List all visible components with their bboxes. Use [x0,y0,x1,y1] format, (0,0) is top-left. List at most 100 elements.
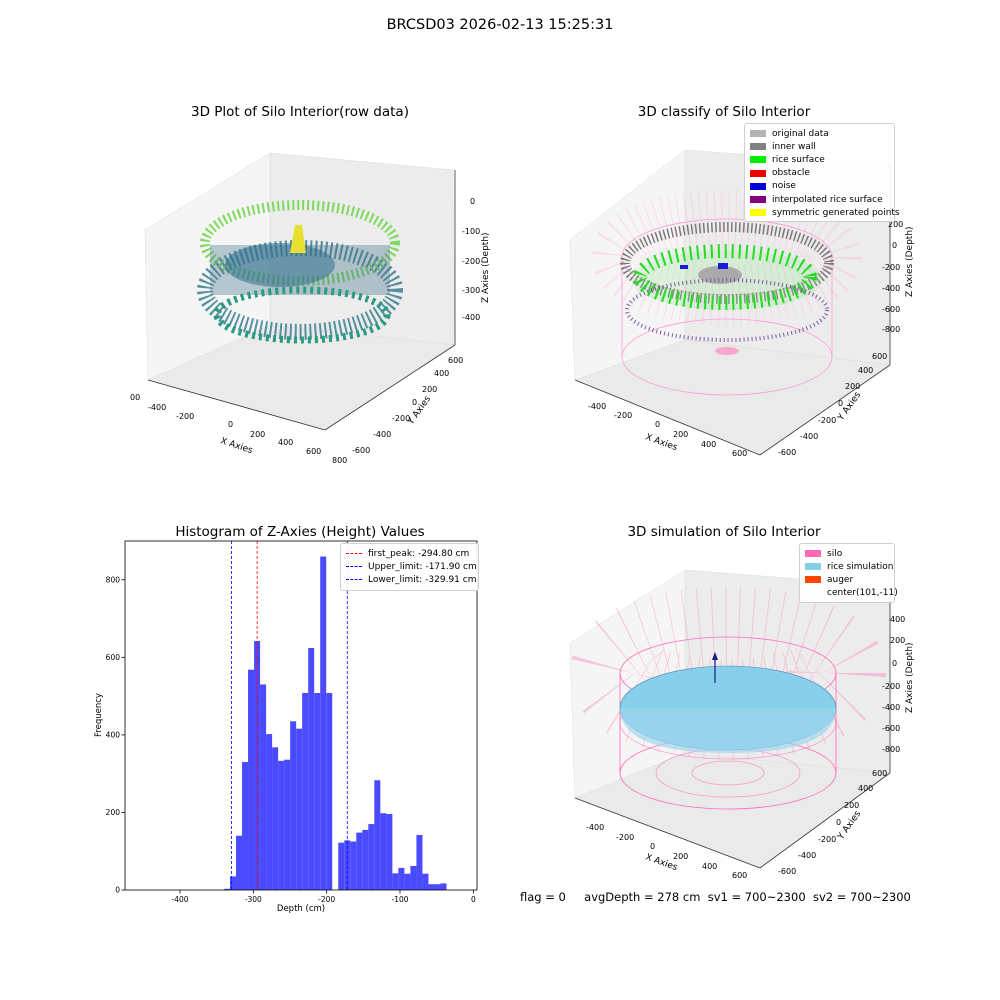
classify-y-tick: -400 [800,432,818,441]
raw-x-tick: -400 [148,403,166,412]
simulation-z-tick: -800 [882,745,900,754]
simulation-z-tick: 0 [892,659,897,668]
raw-y-tick: 200 [422,385,437,394]
histogram-x-label: Depth (cm) [277,904,325,914]
legend-swatch [805,590,821,597]
status-flag: flag = 0 [520,890,566,904]
histogram-bar [344,840,351,890]
x-tick-label: -300 [245,895,262,904]
classify-legend: original data inner wall rice surface ob… [744,123,900,223]
classify-x-tick: 0 [655,420,660,429]
simulation-y-tick: 0 [836,818,841,827]
simulation-y-tick: -200 [818,835,836,844]
histogram-bars [224,556,447,890]
status-sv1: sv1 = 700~2300 [707,890,806,904]
raw-y-tick: -200 [392,414,410,423]
histogram-bar [398,867,405,890]
raw-x-tick: 0 [228,420,233,429]
histogram-bar [284,759,291,890]
classify-y-tick: 0 [838,399,843,408]
raw-y-tick: -400 [373,430,391,439]
simulation-z-tick: 200 [890,636,905,645]
histogram-bar [326,693,333,890]
classify-z-tick: -200 [882,263,900,272]
y-tick-label: 0 [115,886,120,895]
y-tick-label: 400 [106,730,121,739]
legend-swatch [750,196,766,204]
histogram-bar [278,760,285,890]
classify-x-tick: -400 [588,402,606,411]
raw-point-cloud [197,200,403,344]
histogram-bar [434,884,441,890]
x-tick-label: -100 [391,895,408,904]
legend-swatch [805,563,821,571]
simulation-z-tick: 400 [890,615,905,624]
simulation-3d-plot: -400 -200 0 200 400 600 X Axies -600 -40… [569,569,915,878]
histogram-y-ticks: 0 200 400 600 800 [106,575,125,895]
simulation-auger [712,652,718,683]
simulation-z-label: Z Axies (Depth) [905,642,915,713]
simulation-x-tick: 200 [673,852,688,861]
classify-z-label: Z Axies (Depth) [905,226,915,297]
histogram-bar [356,832,363,890]
histogram-bar [440,883,447,890]
raw-x-tick: 800 [332,456,347,465]
legend-item: auger [805,573,889,586]
legend-item: interpolated rice surface [750,193,889,206]
raw-y-tick: 0 [412,398,417,407]
legend-item: Upper_limit: -171.90 cm [346,560,477,573]
histogram-bar [308,648,315,890]
simulation-x-tick: 0 [650,842,655,851]
raw-x-tick: -200 [176,412,194,421]
histogram-bar [362,829,369,890]
legend-label: obstacle [772,168,810,179]
simulation-z-tick: -400 [882,703,900,712]
legend-label: interpolated rice surface [772,194,883,205]
classify-x-tick: 400 [701,440,716,449]
legend-item: noise [750,180,889,193]
status-line: flag = 0 avgDepth = 278 cm sv1 = 700~230… [520,890,911,904]
y-tick-label: 600 [106,653,121,662]
histogram-chart: -400 -300 -200 -100 0 0 200 400 600 800 Depth (c… [94,540,478,914]
legend-swatch [750,143,766,151]
raw-y-tick: 400 [434,369,449,378]
simulation-x-tick: 400 [702,862,717,871]
classify-y-tick: 400 [858,366,873,375]
legend-line [346,566,362,568]
histogram-bar [224,888,231,890]
histogram-bar [242,762,249,890]
legend-label: center(101,-11) [827,588,898,599]
x-tick-label: -200 [318,895,335,904]
raw-z-tick: 0 [470,197,475,206]
legend-label: Upper_limit: -171.90 cm [368,561,477,572]
histogram-bar [416,834,423,890]
simulation-y-tick: 600 [872,769,887,778]
simulation-legend: silo rice simulation auger center(101,-1… [799,543,898,603]
simulation-z-tick: -600 [882,724,900,733]
histogram-bar [266,734,273,890]
y-tick-label: 200 [106,808,121,817]
raw-y-tick: -600 [352,446,370,455]
histogram-bar [374,780,381,890]
histogram-bar [320,556,327,890]
legend-item: center(101,-11) [805,587,898,600]
raw-y-label: Y Axies [406,394,434,427]
classify-plot-title: 3D classify of Silo Interior [637,104,811,120]
classify-y-tick: 600 [872,352,887,361]
histogram-bar [338,842,345,890]
histogram-bar [296,728,303,890]
raw-z-tick: -400 [462,313,480,322]
legend-swatch [750,169,766,177]
histogram-bar [260,684,267,890]
raw-x-tick: -600 [130,393,140,402]
legend-line [346,579,362,581]
raw-x-tick: 400 [278,438,293,447]
legend-item: rice simulation [805,560,893,573]
histogram-bar [248,669,255,890]
raw-z-tick: -100 [462,227,480,236]
classify-x-tick: 200 [673,430,688,439]
legend-label: noise [772,181,796,192]
histogram-bar [236,835,243,890]
classify-y-tick: 200 [845,382,860,391]
legend-label: Lower_limit: -329.91 cm [368,574,477,585]
